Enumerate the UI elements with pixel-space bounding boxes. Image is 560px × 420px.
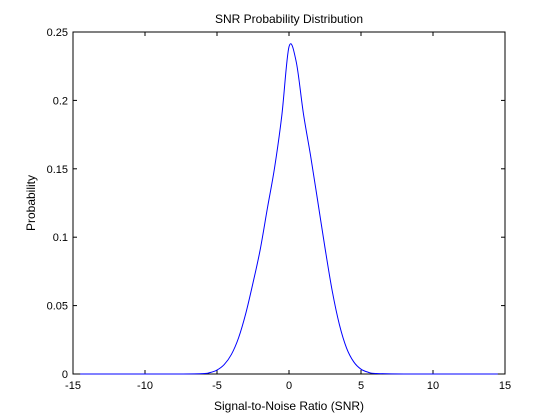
x-axis-label: Signal-to-Noise Ratio (SNR) xyxy=(214,399,364,413)
series-layer xyxy=(80,43,498,375)
y-axis-label: Probability xyxy=(24,175,38,231)
y-tick-label: 0.1 xyxy=(53,232,68,244)
y-tick-label: 0.25 xyxy=(47,27,68,39)
x-tick-label: -15 xyxy=(65,380,81,392)
y-tick-label: 0.05 xyxy=(47,301,68,313)
series-line xyxy=(80,43,498,375)
plot-area xyxy=(72,31,506,375)
x-tick-labels: -15 -10 -5 0 5 10 15 xyxy=(65,380,511,392)
chart-title: SNR Probability Distribution xyxy=(215,12,363,26)
x-tick-label: -10 xyxy=(137,380,153,392)
y-tick-label: 0.2 xyxy=(53,95,68,107)
y-tick-label: 0 xyxy=(62,369,68,381)
y-tick-label: 0.15 xyxy=(47,164,68,176)
x-tick-label: -5 xyxy=(212,380,222,392)
y-tick-labels: 0 0.05 0.1 0.15 0.2 0.25 xyxy=(47,27,68,381)
x-tick-label: 15 xyxy=(499,380,511,392)
x-tick-label: 10 xyxy=(427,380,439,392)
x-tick-label: 0 xyxy=(286,380,292,392)
tick-marks xyxy=(72,31,506,375)
x-tick-label: 5 xyxy=(358,380,364,392)
